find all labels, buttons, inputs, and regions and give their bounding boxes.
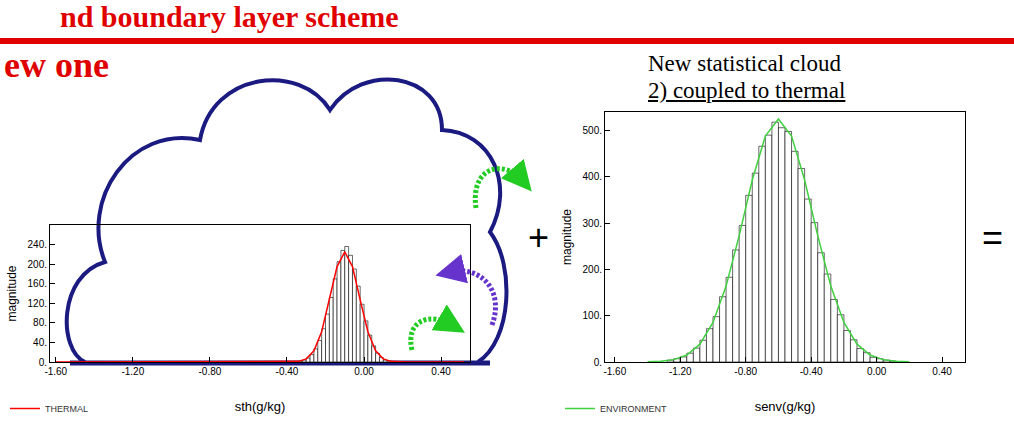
- html-text:2) coupled to thermal: 2) coupled to thermal: [648, 78, 846, 103]
- svg-text:160.: 160.: [28, 278, 47, 289]
- svg-text:0.00: 0.00: [867, 366, 887, 377]
- svg-text:80.: 80.: [33, 317, 47, 328]
- svg-text:-0.80: -0.80: [734, 366, 757, 377]
- svg-text:-0.80: -0.80: [199, 366, 222, 377]
- svg-text:0.40: 0.40: [932, 366, 952, 377]
- svg-text:ENVIRONMENT: ENVIRONMENT: [600, 404, 667, 414]
- svg-text:500.: 500.: [583, 125, 602, 136]
- svg-text:magnitude: magnitude: [5, 265, 19, 321]
- svg-text:300.: 300.: [583, 218, 602, 229]
- svg-text:THERMAL: THERMAL: [45, 404, 88, 414]
- html-text:nd boundary layer scheme: nd boundary layer scheme: [60, 0, 399, 33]
- svg-text:100.: 100.: [583, 310, 602, 321]
- svg-text:-1.20: -1.20: [121, 366, 144, 377]
- svg-text:-1.60: -1.60: [603, 366, 626, 377]
- svg-text:120.: 120.: [28, 298, 47, 309]
- svg-text:40.: 40.: [33, 337, 47, 348]
- svg-text:-1.20: -1.20: [669, 366, 692, 377]
- svg-text:240.: 240.: [28, 239, 47, 250]
- svg-text:0.: 0.: [594, 357, 602, 368]
- html-text:New statistical cloud: New statistical cloud: [648, 51, 841, 76]
- svg-text:400.: 400.: [583, 171, 602, 182]
- svg-text:magnitude: magnitude: [560, 209, 574, 265]
- svg-text:-1.60: -1.60: [44, 366, 67, 377]
- svg-text:0.00: 0.00: [354, 366, 374, 377]
- html-text:ew one: ew one: [4, 45, 109, 85]
- svg-text:-0.40: -0.40: [800, 366, 823, 377]
- svg-text:200.: 200.: [583, 264, 602, 275]
- svg-text:-0.40: -0.40: [276, 366, 299, 377]
- svg-text:sth(g/kg): sth(g/kg): [235, 399, 286, 414]
- svg-text:0.: 0.: [39, 357, 47, 368]
- svg-text:senv(g/kg): senv(g/kg): [755, 399, 816, 414]
- svg-text:200.: 200.: [28, 259, 47, 270]
- svg-text:0.40: 0.40: [431, 366, 451, 377]
